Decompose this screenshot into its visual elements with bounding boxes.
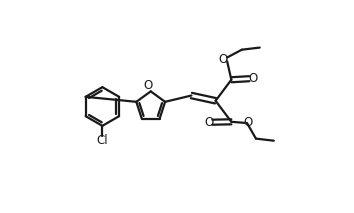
Text: O: O (144, 79, 153, 92)
Text: O: O (204, 116, 213, 129)
Text: O: O (249, 72, 258, 85)
Text: O: O (243, 116, 252, 129)
Text: Cl: Cl (97, 134, 108, 147)
Text: O: O (219, 53, 228, 66)
